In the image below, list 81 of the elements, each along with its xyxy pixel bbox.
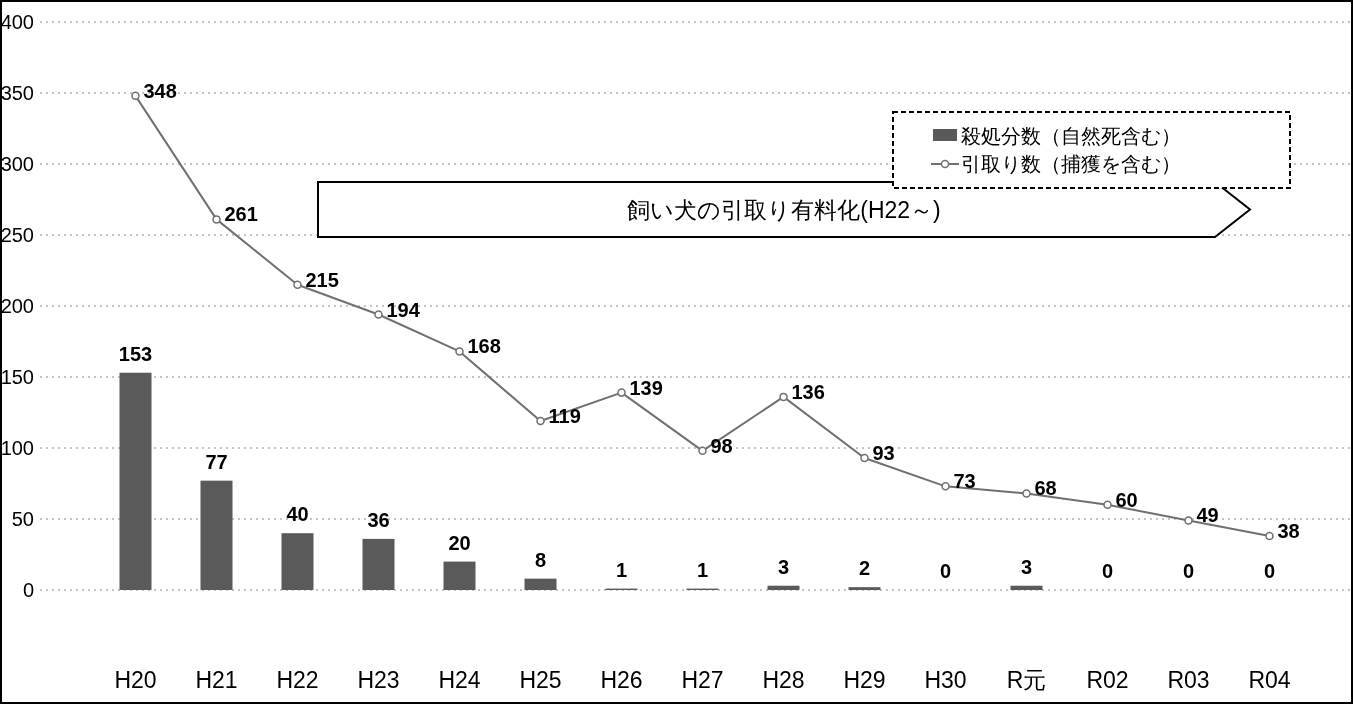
bar <box>443 561 476 590</box>
x-tick-label: R03 <box>1167 667 1210 693</box>
x-tick-label: H27 <box>681 667 724 693</box>
data-label: 68 <box>1034 477 1057 500</box>
data-label: 60 <box>1115 488 1138 511</box>
x-tick-label: H30 <box>924 667 967 693</box>
point <box>212 215 221 224</box>
point <box>455 347 464 356</box>
data-label: 1 <box>696 558 709 581</box>
data-label: 0 <box>1182 560 1195 582</box>
x-tick-label: H23 <box>357 667 400 693</box>
y-tick-label: 200 <box>0 295 34 317</box>
x-tick-label: H20 <box>114 667 157 693</box>
data-label: 194 <box>386 298 421 321</box>
data-label: 3 <box>1020 555 1033 578</box>
point <box>293 280 302 289</box>
data-label: 168 <box>467 335 501 358</box>
data-label: 77 <box>205 450 228 473</box>
data-label: 0 <box>939 560 952 582</box>
point <box>1265 531 1274 541</box>
point <box>941 482 950 491</box>
bar <box>281 533 314 590</box>
x-tick-label: R02 <box>1086 667 1129 693</box>
point <box>1184 516 1193 525</box>
point <box>698 446 707 456</box>
y-tick-label: 150 <box>0 366 34 388</box>
data-label: 38 <box>1277 520 1300 543</box>
y-tick-label: 250 <box>0 224 34 246</box>
data-label: 49 <box>1196 504 1219 527</box>
x-tick-label: H21 <box>195 667 238 693</box>
bar <box>767 585 800 590</box>
data-label: 136 <box>791 380 825 403</box>
data-label: 93 <box>872 441 895 464</box>
point <box>1022 489 1031 498</box>
data-label: 261 <box>224 203 258 226</box>
x-tick-label: R04 <box>1248 667 1291 693</box>
data-label: 215 <box>305 268 339 291</box>
bar <box>848 587 881 590</box>
data-label: 36 <box>367 508 390 531</box>
data-label: 348 <box>143 79 177 102</box>
data-label: 8 <box>534 548 547 571</box>
y-tick-label: 100 <box>0 437 34 459</box>
point <box>617 388 626 397</box>
x-tick-label: H22 <box>276 667 319 693</box>
x-tick-label: H24 <box>438 667 481 693</box>
data-label: 153 <box>118 342 153 365</box>
x-tick-label: H29 <box>843 667 886 693</box>
data-label: 0 <box>1263 560 1276 582</box>
bar <box>200 480 233 590</box>
data-label: 20 <box>448 531 471 554</box>
point <box>131 91 140 101</box>
data-label: 98 <box>710 434 733 457</box>
x-tick-label: H26 <box>600 667 643 693</box>
point <box>374 310 383 319</box>
x-tick-label: H25 <box>519 667 562 693</box>
y-tick-label: 350 <box>0 82 34 104</box>
annotation: 飼い犬の引取り有料化(H22～) <box>627 196 941 223</box>
legend-label: 引取り数（捕獲を含む） <box>961 153 1181 175</box>
data-label: 2 <box>858 557 871 580</box>
data-label: 3 <box>777 555 790 578</box>
point <box>779 392 788 402</box>
y-tick-label: 50 <box>11 508 34 530</box>
legend-label: 殺処分数（自然死含む） <box>961 125 1181 147</box>
x-tick-label: H28 <box>762 667 805 693</box>
bar <box>362 538 395 590</box>
point <box>536 416 545 426</box>
data-label: 139 <box>629 376 663 399</box>
bar <box>524 578 557 590</box>
y-tick-label: 300 <box>0 153 34 175</box>
x-tick-label: R元 <box>1006 667 1047 693</box>
point <box>860 453 869 463</box>
data-label: 73 <box>953 470 976 493</box>
bar <box>1010 585 1043 590</box>
y-tick-label: 0 <box>22 579 34 601</box>
bar <box>119 372 152 590</box>
data-label: 0 <box>1101 560 1114 582</box>
data-label: 1 <box>615 558 628 581</box>
y-tick-label: 400 <box>0 11 34 33</box>
data-label: 40 <box>286 503 309 526</box>
point <box>1103 500 1112 510</box>
data-label: 119 <box>548 405 581 428</box>
